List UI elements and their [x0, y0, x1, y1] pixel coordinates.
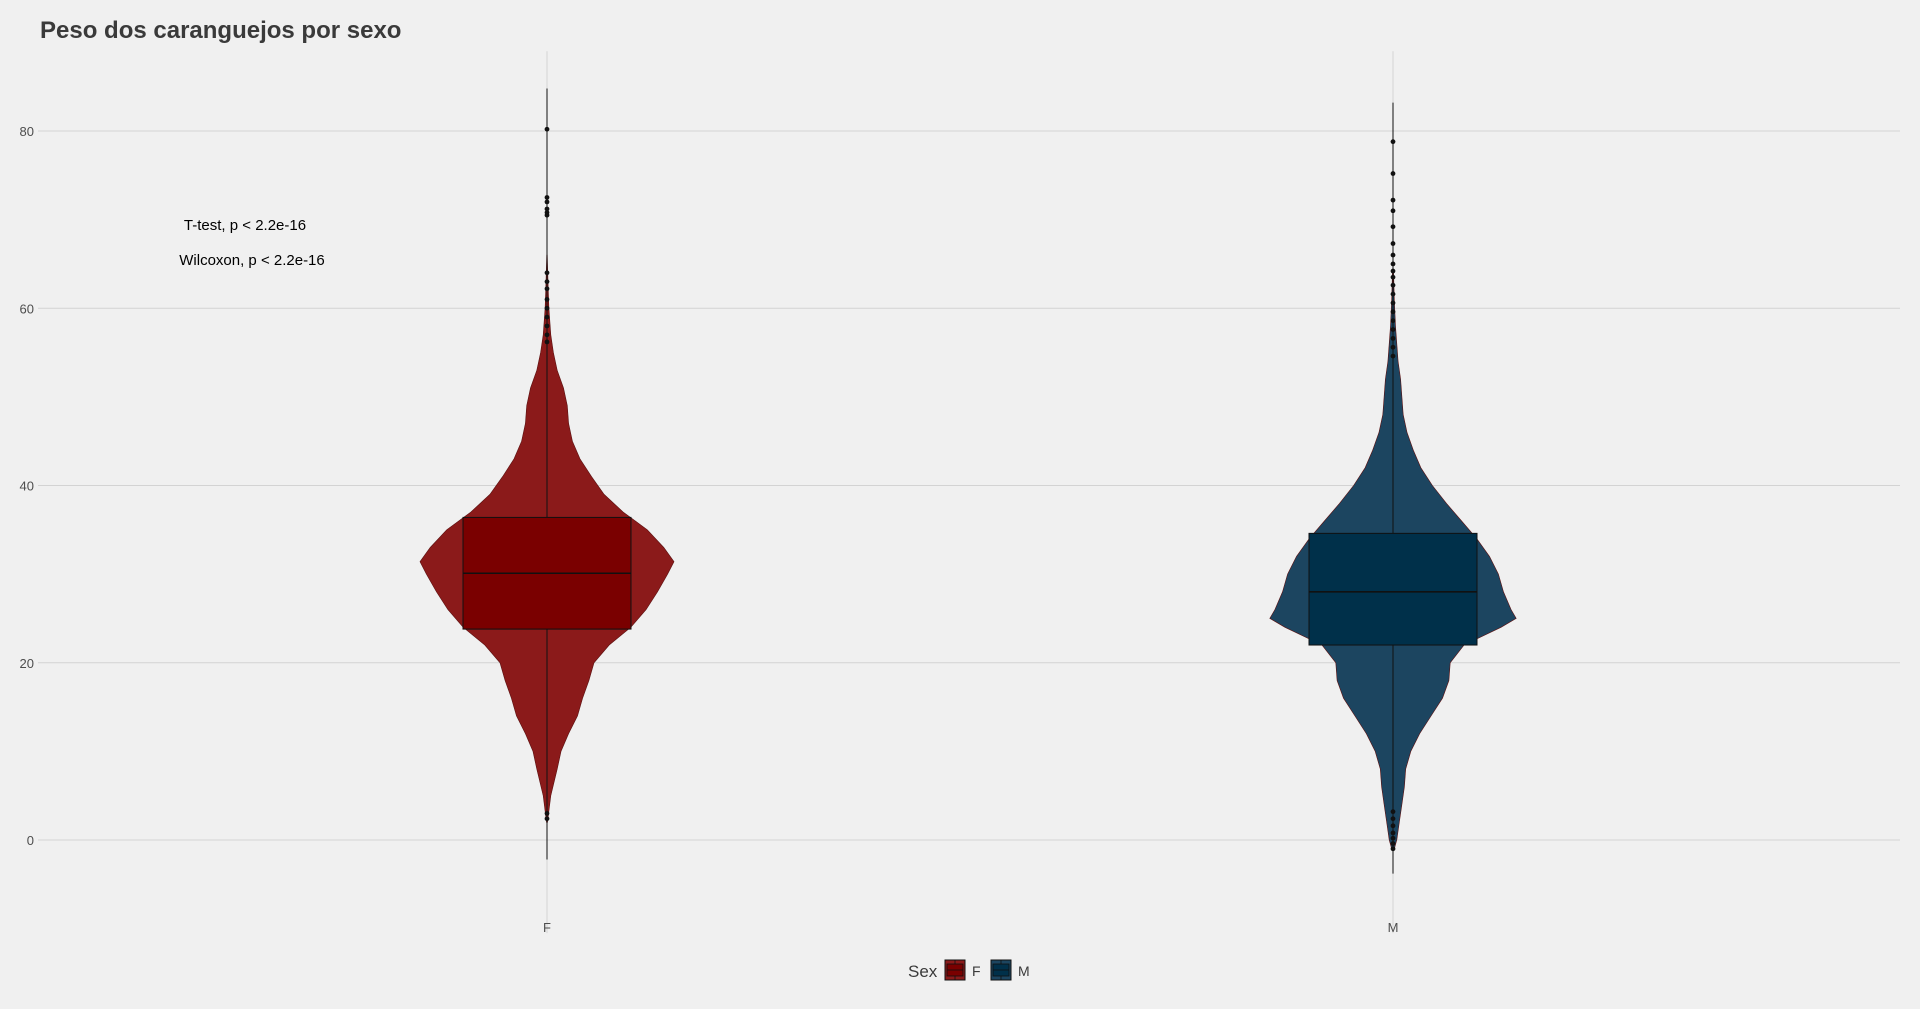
outlier-M-18 [1390, 353, 1396, 359]
outlier-M-25 [1390, 846, 1396, 852]
outlier-M-1 [1390, 171, 1396, 176]
series-M [1269, 102, 1517, 874]
outlier-M-12 [1390, 300, 1396, 306]
outlier-M-0 [1390, 139, 1396, 145]
outlier-M-4 [1390, 224, 1396, 230]
y-tick-label-60: 60 [20, 301, 34, 316]
outlier-F-12 [544, 323, 550, 329]
annotation-wilcoxon: Wilcoxon, p < 2.2e-16 [179, 252, 325, 269]
annotation-ttest: T-test, p < 2.2e-16 [184, 217, 306, 234]
legend-key-M: M [990, 959, 1030, 981]
outlier-M-16 [1390, 335, 1396, 341]
outlier-F-10 [544, 305, 550, 311]
chart-title: Peso dos caranguejos por sexo [40, 17, 401, 44]
outlier-M-5 [1390, 241, 1396, 246]
outlier-M-14 [1390, 318, 1396, 324]
outlier-F-2 [544, 199, 550, 205]
outlier-F-15 [544, 811, 550, 816]
outlier-F-1 [544, 195, 550, 200]
violin-layer [419, 88, 1517, 874]
outlier-F-7 [544, 279, 550, 285]
outlier-F-5 [544, 212, 550, 218]
outlier-M-13 [1390, 309, 1396, 315]
outlier-F-14 [544, 339, 550, 345]
outlier-F-6 [544, 270, 550, 276]
outlier-F-16 [544, 816, 550, 822]
axis-layer: 0 20 40 60 80 F M [20, 124, 1399, 935]
outlier-M-21 [1390, 823, 1396, 829]
grid-layer [38, 51, 1900, 934]
outlier-M-3 [1390, 208, 1396, 214]
y-tick-label-80: 80 [20, 124, 34, 139]
y-tick-label-40: 40 [20, 479, 34, 494]
outlier-M-20 [1390, 816, 1396, 822]
outlier-M-24 [1390, 841, 1396, 846]
y-tick-label-20: 20 [20, 656, 34, 671]
outlier-M-2 [1390, 197, 1396, 203]
box-M [1308, 532, 1478, 646]
outlier-F-8 [544, 286, 550, 292]
outlier-F-11 [544, 314, 550, 320]
outlier-M-7 [1390, 261, 1396, 267]
x-tick-label-M: M [1388, 920, 1399, 935]
outlier-M-17 [1390, 344, 1396, 350]
outlier-M-9 [1390, 274, 1396, 280]
outlier-F-9 [544, 296, 550, 302]
outlier-M-6 [1390, 252, 1396, 258]
outlier-M-10 [1390, 282, 1396, 288]
legend-title: Sex [908, 962, 938, 981]
x-tick-label-F: F [543, 920, 551, 935]
outlier-M-15 [1390, 327, 1396, 332]
outlier-M-19 [1390, 809, 1396, 815]
outlier-M-11 [1390, 291, 1396, 297]
outlier-M-8 [1390, 268, 1396, 274]
outlier-M-23 [1390, 835, 1396, 841]
legend-key-F: F [944, 959, 981, 981]
outlier-M-22 [1390, 830, 1396, 836]
legend-label-F: F [972, 963, 981, 979]
outlier-F-0 [544, 126, 550, 132]
legend: Sex F M [908, 959, 1030, 981]
outlier-F-13 [544, 332, 550, 338]
series-F [419, 88, 675, 860]
legend-label-M: M [1018, 963, 1030, 979]
outlier-F-3 [544, 206, 550, 212]
y-tick-label-0: 0 [27, 833, 34, 848]
